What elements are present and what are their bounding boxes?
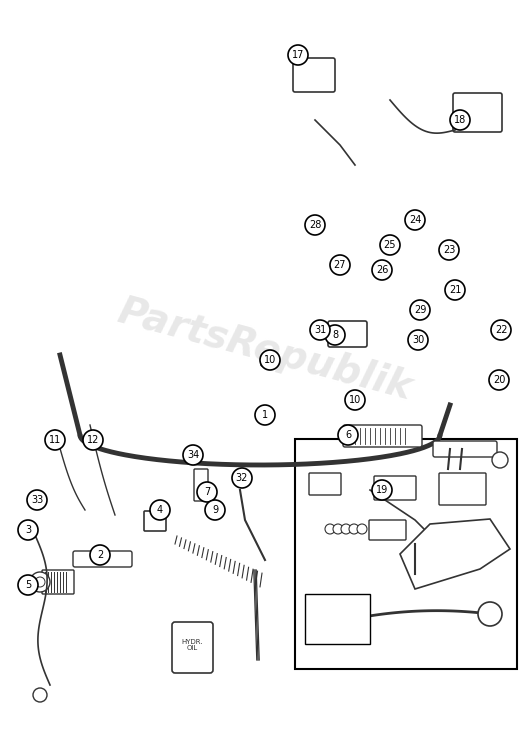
Circle shape [33,688,47,702]
FancyBboxPatch shape [144,511,166,531]
Circle shape [341,524,351,534]
Text: 28: 28 [309,220,321,230]
Circle shape [380,235,400,255]
Text: 26: 26 [376,265,388,275]
Circle shape [445,280,465,300]
Circle shape [150,500,170,520]
Circle shape [18,520,38,540]
Text: 33: 33 [31,495,43,505]
Circle shape [405,210,425,230]
Circle shape [30,572,50,592]
Text: HYDR.
OIL: HYDR. OIL [181,639,203,652]
Text: 21: 21 [449,285,461,295]
Circle shape [439,240,459,260]
Text: 5: 5 [25,580,31,590]
Text: 23: 23 [443,245,455,255]
Circle shape [205,500,225,520]
FancyBboxPatch shape [433,441,497,457]
Text: 30: 30 [412,335,424,345]
FancyBboxPatch shape [309,473,341,495]
Circle shape [330,255,350,275]
Circle shape [27,490,47,510]
Text: 19: 19 [376,485,388,495]
FancyBboxPatch shape [73,551,132,567]
FancyBboxPatch shape [194,469,208,501]
Circle shape [357,524,367,534]
Text: 32: 32 [236,473,248,483]
Text: 1: 1 [262,410,268,420]
Text: 8: 8 [332,330,338,340]
Text: 9: 9 [212,505,218,515]
FancyBboxPatch shape [453,93,502,132]
Text: 20: 20 [493,375,505,385]
Text: 24: 24 [409,215,421,225]
FancyBboxPatch shape [349,396,363,406]
Circle shape [288,45,308,65]
FancyBboxPatch shape [42,570,74,594]
Text: 10: 10 [264,355,276,365]
Circle shape [492,452,508,468]
Circle shape [260,350,280,370]
Bar [305,594,370,644]
Text: 12: 12 [87,435,99,445]
FancyBboxPatch shape [343,425,422,447]
Text: 34: 34 [187,450,199,460]
Text: 7: 7 [204,487,210,497]
Circle shape [325,524,335,534]
Circle shape [345,390,365,410]
Circle shape [325,325,345,345]
Circle shape [305,215,325,235]
Text: 18: 18 [454,115,466,125]
Text: 17: 17 [292,50,304,60]
Circle shape [349,524,359,534]
Circle shape [478,602,502,626]
Text: PartsRepublik: PartsRepublik [113,292,416,408]
Circle shape [35,577,45,587]
FancyBboxPatch shape [369,520,406,540]
Bar [295,439,517,669]
Text: 6: 6 [345,430,351,440]
Circle shape [338,425,358,445]
Circle shape [45,430,65,450]
Polygon shape [400,519,510,589]
FancyBboxPatch shape [374,476,416,500]
Text: 25: 25 [384,240,396,250]
Circle shape [197,482,217,502]
Text: 2: 2 [97,550,103,560]
Circle shape [489,370,509,390]
Text: 22: 22 [495,325,507,335]
Circle shape [372,480,392,500]
FancyBboxPatch shape [261,356,275,366]
Circle shape [83,430,103,450]
Circle shape [310,320,330,340]
Circle shape [408,330,428,350]
Text: 11: 11 [49,435,61,445]
FancyBboxPatch shape [172,622,213,673]
Circle shape [450,110,470,130]
Circle shape [255,405,275,425]
Text: 10: 10 [349,395,361,405]
Circle shape [232,468,252,488]
Circle shape [18,575,38,595]
Text: 3: 3 [25,525,31,535]
Text: 4: 4 [157,505,163,515]
Circle shape [90,545,110,565]
FancyBboxPatch shape [328,321,367,347]
FancyBboxPatch shape [439,473,486,505]
Text: 29: 29 [414,305,426,315]
Circle shape [491,320,511,340]
Circle shape [333,524,343,534]
Circle shape [372,260,392,280]
Circle shape [410,300,430,320]
FancyBboxPatch shape [293,58,335,92]
Text: 31: 31 [314,325,326,335]
Circle shape [183,445,203,465]
Text: 27: 27 [334,260,346,270]
